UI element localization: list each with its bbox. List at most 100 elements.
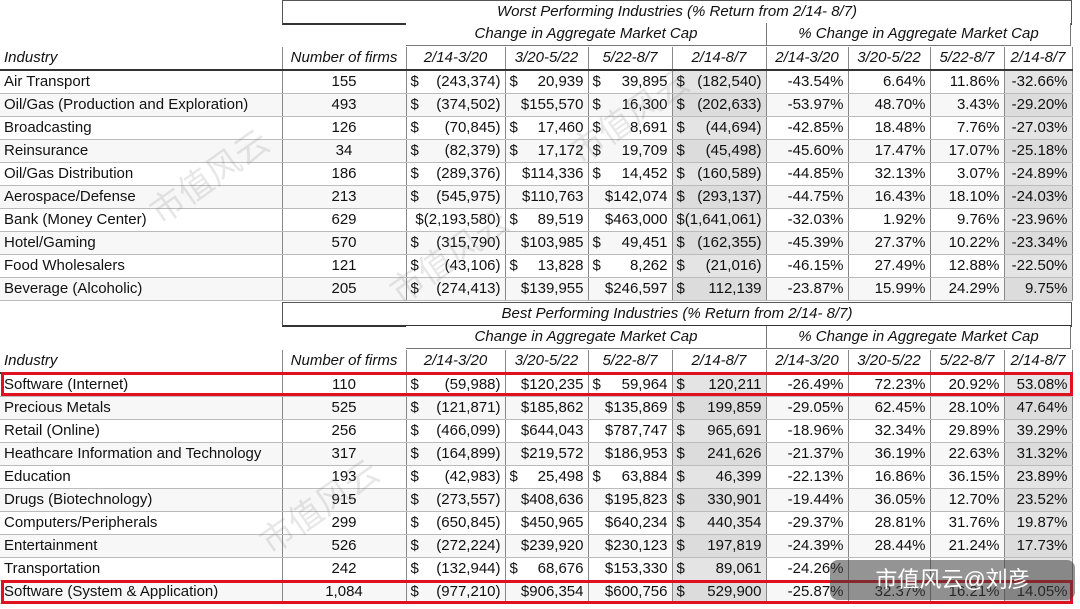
market-cap-cell: $ (274,413) bbox=[406, 277, 506, 301]
cap-value: (70,845) bbox=[444, 119, 501, 136]
column-header: 2/14-8/7 bbox=[672, 350, 767, 374]
market-cap-cell: $ (182,540) bbox=[672, 70, 767, 94]
industry-cell: Software (Internet) bbox=[0, 373, 283, 397]
market-cap-cell: $ (273,557) bbox=[406, 488, 506, 512]
currency-sign: $ bbox=[410, 96, 419, 113]
market-cap-cell: $ (466,099) bbox=[406, 419, 506, 443]
pct-change-cell: 20.92% bbox=[930, 373, 1005, 397]
cap-value: (977,210) bbox=[436, 583, 501, 600]
pct-change-cell: 23.52% bbox=[1004, 488, 1073, 512]
market-cap-cell: $ (162,355) bbox=[672, 231, 767, 255]
industry-cell: Transportation bbox=[0, 557, 283, 581]
cap-value: 241,626 bbox=[707, 445, 762, 462]
pct-change-cell: 17.73% bbox=[1004, 534, 1073, 558]
table-row: Entertainment 526 $ (272,224) $239,920 $230,1… bbox=[0, 534, 1073, 558]
currency-sign: $ bbox=[509, 211, 518, 228]
pct-change-cell: -23.87% bbox=[766, 277, 849, 301]
cap-value: $644,043 bbox=[520, 422, 584, 439]
column-header: 2/14-8/7 bbox=[1004, 350, 1073, 374]
market-cap-cell: $20,939 bbox=[505, 70, 589, 94]
column-header: 3/20-5/22 bbox=[505, 47, 589, 71]
currency-sign: $ bbox=[410, 142, 419, 159]
column-header: 2/14-3/20 bbox=[766, 47, 849, 71]
market-cap-cell: $39,895 bbox=[588, 70, 673, 94]
currency-sign: $ bbox=[676, 257, 685, 274]
cap-value: $114,336 bbox=[522, 165, 584, 182]
column-header: 2/14-3/20 bbox=[406, 47, 506, 71]
market-cap-cell: $49,451 bbox=[588, 231, 673, 255]
cap-value: (164,899) bbox=[436, 445, 501, 462]
market-cap-cell: $153,330 bbox=[588, 557, 673, 581]
pct-change-cell: 3.07% bbox=[930, 162, 1005, 186]
market-cap-cell: $ (43,106) bbox=[406, 254, 506, 278]
cap-value: 16,300 bbox=[621, 96, 668, 113]
currency-sign: $ bbox=[676, 583, 685, 600]
pct-change-cell: -44.75% bbox=[766, 185, 849, 209]
currency-sign: $ bbox=[592, 96, 601, 113]
cap-value: $142,074 bbox=[604, 188, 668, 205]
industry-cell: Entertainment bbox=[0, 534, 283, 558]
market-cap-cell: $ (160,589) bbox=[672, 162, 767, 186]
market-cap-cell: $ (21,016) bbox=[672, 254, 767, 278]
market-cap-cell: $120,235 bbox=[505, 373, 589, 397]
currency-sign: $ bbox=[676, 491, 685, 508]
pct-change-cell: 1.92% bbox=[848, 208, 931, 232]
cap-value: (650,845) bbox=[436, 514, 501, 531]
pct-change-cell: -45.39% bbox=[766, 231, 849, 255]
pct-change-cell: 48.70% bbox=[848, 93, 931, 117]
table-row: Transportation 242 $ (132,944) $68,676 $153,3… bbox=[0, 557, 1073, 581]
pct-change-cell: 17.47% bbox=[848, 139, 931, 163]
firms-cell: 525 bbox=[282, 396, 407, 420]
market-cap-cell: $644,043 bbox=[505, 419, 589, 443]
currency-sign: $ bbox=[410, 422, 419, 439]
currency-sign: $ bbox=[509, 468, 518, 485]
market-cap-cell: $640,234 bbox=[588, 511, 673, 535]
currency-sign: $ bbox=[592, 257, 601, 274]
market-cap-cell: $ (132,944) bbox=[406, 557, 506, 581]
cap-value: (45,498) bbox=[705, 142, 762, 159]
currency-sign: $ bbox=[592, 234, 601, 251]
pct-change-cell: -43.54% bbox=[766, 70, 849, 94]
table-row: Broadcasting 126 $ (70,845) $17,460 $8,691 $ (4… bbox=[0, 116, 1073, 140]
market-cap-cell: $19,709 bbox=[588, 139, 673, 163]
cap-value: $185,862 bbox=[520, 399, 584, 416]
cap-value: $(2,193,580) bbox=[415, 211, 501, 228]
firms-cell: 256 bbox=[282, 419, 407, 443]
currency-sign: $ bbox=[676, 234, 685, 251]
cap-value: 965,691 bbox=[707, 422, 762, 439]
cap-value: (21,016) bbox=[705, 257, 762, 274]
pct-change-cell: 28.44% bbox=[848, 534, 931, 558]
pct-change-cell: -29.05% bbox=[766, 396, 849, 420]
pct-change-cell: -19.44% bbox=[766, 488, 849, 512]
firms-cell: 193 bbox=[282, 465, 407, 489]
pct-change-cell bbox=[930, 557, 1005, 581]
market-cap-cell: $89,061 bbox=[672, 557, 767, 581]
market-cap-cell: $110,763 bbox=[505, 185, 589, 209]
cap-value: (289,376) bbox=[436, 165, 501, 182]
column-header: Industry bbox=[0, 350, 283, 374]
table-row: Beverage (Alcoholic) 205 $ (274,413) $139,95… bbox=[0, 277, 1073, 301]
firms-cell: 915 bbox=[282, 488, 407, 512]
cap-value: (162,355) bbox=[697, 234, 762, 251]
currency-sign: $ bbox=[410, 445, 419, 462]
worst-header-row: Industry Number of firms 2/14-3/20 3/20-5/2… bbox=[0, 47, 1073, 71]
pct-change-cell: -25.18% bbox=[1004, 139, 1073, 163]
worst-group-pct: % Change in Aggregate Market Cap bbox=[767, 23, 1071, 46]
pct-change-cell: 31.32% bbox=[1004, 442, 1073, 466]
cap-value: 529,900 bbox=[707, 583, 762, 600]
pct-change-cell: -45.60% bbox=[766, 139, 849, 163]
cap-value: (466,099) bbox=[436, 422, 501, 439]
firms-cell: 126 bbox=[282, 116, 407, 140]
best-table: Industry Number of firms 2/14-3/20 3/20-5/2… bbox=[0, 350, 1073, 604]
industry-cell: Education bbox=[0, 465, 283, 489]
market-cap-cell: $112,139 bbox=[672, 277, 767, 301]
cap-value: $463,000 bbox=[604, 211, 668, 228]
pct-change-cell: -32.03% bbox=[766, 208, 849, 232]
cap-value: $155,570 bbox=[520, 96, 584, 113]
column-header: 2/14-3/20 bbox=[406, 350, 506, 374]
industry-cell: Oil/Gas (Production and Exploration) bbox=[0, 93, 283, 117]
market-cap-cell: $529,900 bbox=[672, 580, 767, 604]
market-cap-cell: $219,572 bbox=[505, 442, 589, 466]
market-cap-cell: $155,570 bbox=[505, 93, 589, 117]
table-row: Air Transport 155 $ (243,374) $20,939 $39,895… bbox=[0, 70, 1073, 94]
